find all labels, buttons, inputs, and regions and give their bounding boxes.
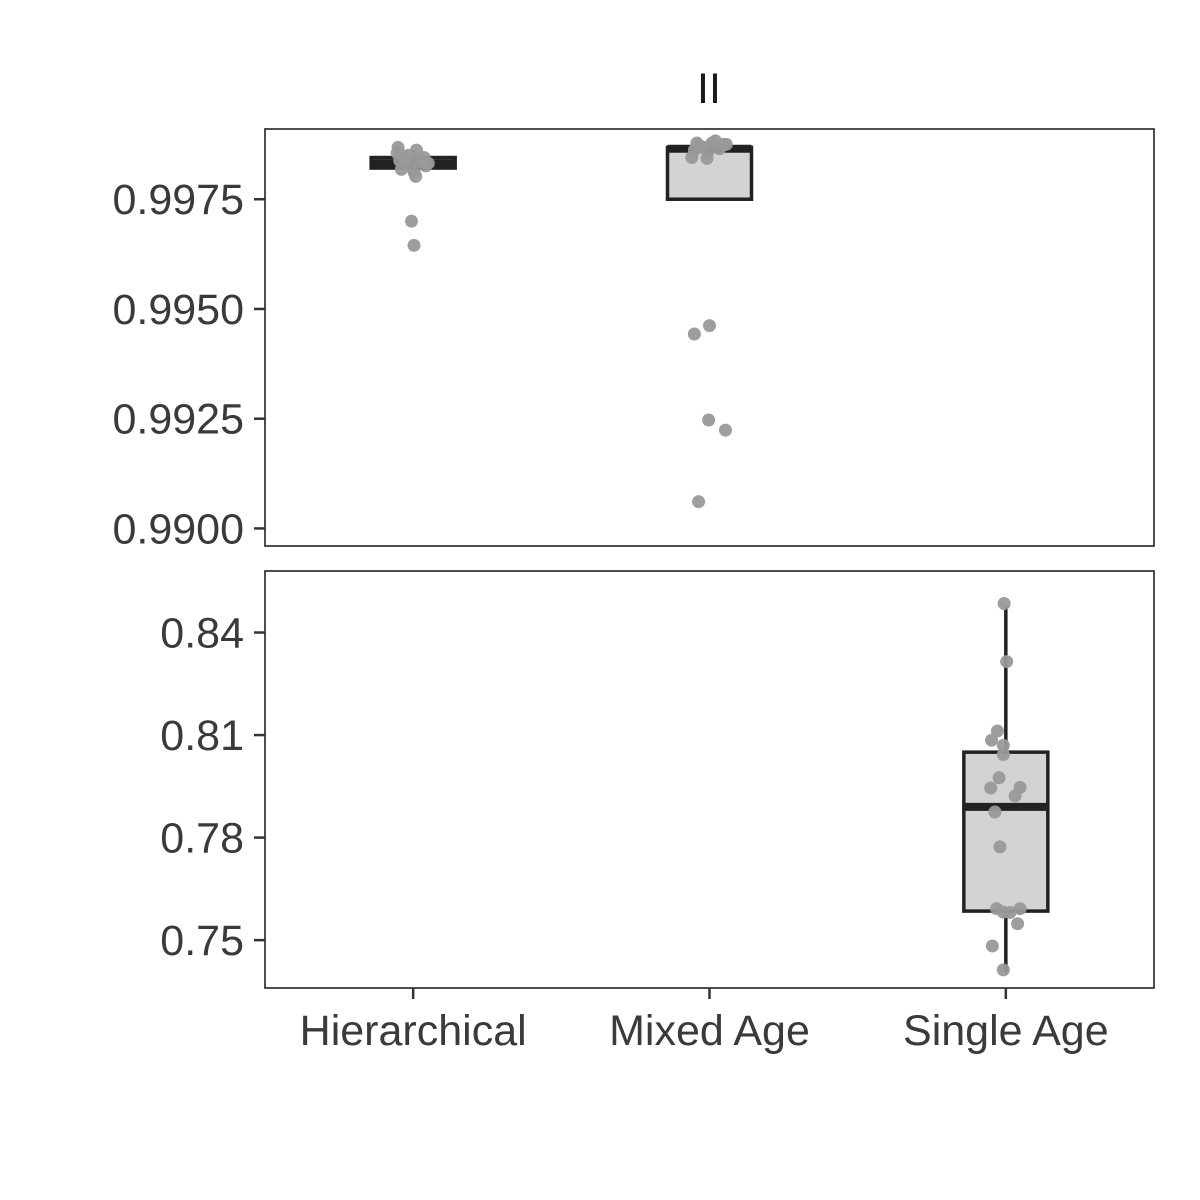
box-single-age: [962, 596, 1050, 977]
data-point: [990, 724, 1004, 738]
x-tick-label: Mixed Age: [609, 1007, 810, 1055]
y-tick-label: 0.84: [160, 610, 244, 658]
data-point: [984, 781, 998, 795]
data-point: [1013, 780, 1027, 794]
data-point: [407, 238, 421, 252]
panel-1: 0.9900 0.9925 0.9950 0.9975: [112, 128, 1155, 553]
data-point: [719, 137, 733, 151]
box-hierarchical: [369, 140, 457, 252]
data-point: [996, 963, 1010, 977]
data-point: [718, 423, 732, 437]
data-point: [1000, 655, 1014, 669]
panel-border: [264, 128, 1155, 547]
facet-title: II: [697, 65, 721, 113]
data-point: [703, 319, 716, 333]
data-point: [997, 596, 1011, 610]
y-tick-label: 0.9950: [112, 286, 244, 334]
x-tick-label: Single Age: [903, 1007, 1109, 1055]
data-point: [1011, 917, 1025, 931]
data-point: [692, 495, 706, 509]
y-tick-label: 0.81: [160, 712, 244, 760]
data-point: [996, 748, 1010, 762]
data-point: [1003, 905, 1017, 919]
data-point: [985, 939, 999, 953]
data-point: [993, 840, 1007, 854]
data-point: [702, 413, 716, 427]
data-point: [404, 214, 418, 228]
y-tick-label: 0.9975: [112, 176, 244, 224]
data-point: [700, 151, 714, 165]
box-iqr: [962, 750, 1050, 913]
panels: 0.9900 0.9925 0.9950 0.9975 0.75 0.78 0.81 0.84: [112, 128, 1155, 989]
data-point: [988, 805, 1002, 819]
data-point: [996, 738, 1010, 752]
y-tick-label: 0.78: [160, 815, 244, 863]
panel-2: 0.75 0.78 0.81 0.84: [160, 570, 1155, 989]
data-point: [421, 156, 435, 170]
data-point: [687, 327, 701, 341]
data-point: [992, 771, 1006, 785]
data-point: [409, 169, 423, 183]
box-mixed-age: [665, 134, 754, 509]
y-tick-label: 0.75: [160, 917, 244, 965]
x-tick-label: Hierarchical: [300, 1007, 527, 1055]
y-tick-label: 0.9900: [112, 505, 244, 553]
data-point: [1013, 902, 1027, 916]
data-point: [985, 733, 999, 747]
x-axis: Hierarchical Mixed Age Single Age: [300, 988, 1109, 1055]
y-tick-label: 0.9925: [112, 396, 244, 444]
